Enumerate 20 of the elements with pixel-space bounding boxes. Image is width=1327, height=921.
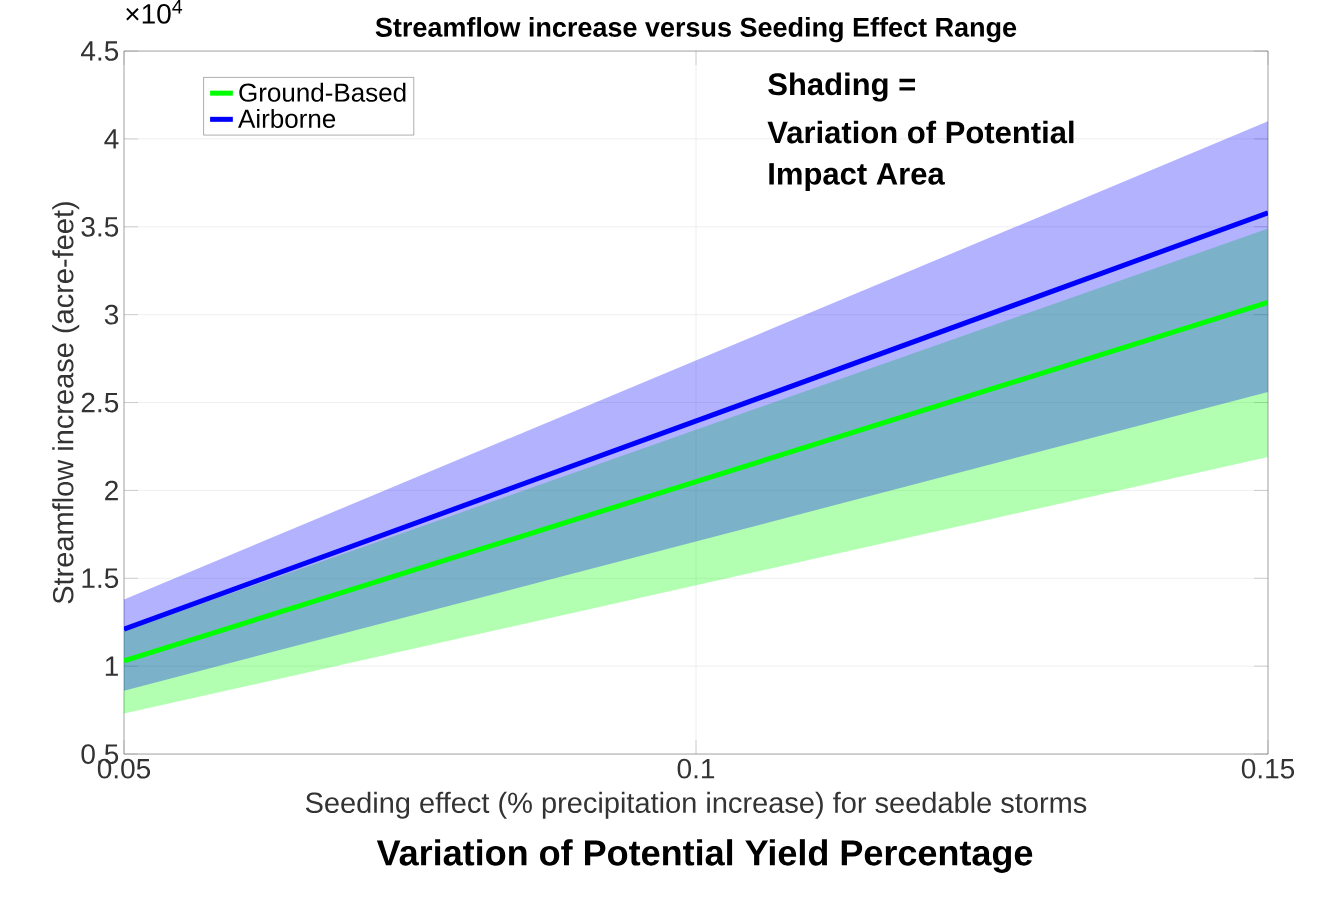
- annotation: Variation of Potential: [767, 120, 1074, 144]
- y-axis-title: Streamflow increase (acre-feet): [52, 202, 80, 604]
- y-tick-label: 4.5: [81, 41, 119, 61]
- y-tick-label: 3: [104, 304, 119, 325]
- x-tick-label: 0.1: [677, 758, 715, 779]
- legend-label: Airborne: [238, 108, 336, 128]
- legend-label: Ground-Based: [239, 82, 406, 102]
- y-tick-label: 1: [105, 656, 118, 676]
- x-tick-label: 0.15: [1241, 758, 1295, 779]
- y-tick-label: 3.5: [81, 216, 119, 237]
- text: ×10$^{4}$: [126, 0, 183, 24]
- text: Variation of Potential Yield Percentage: [376, 839, 1033, 873]
- chart-title: Streamflow increase versus Seeding Effect Range: [375, 17, 1017, 43]
- y-tick-label: 4: [104, 129, 119, 149]
- annotation: Shading =: [768, 72, 915, 102]
- y-tick-label: 2: [105, 480, 118, 501]
- x-axis-title: Seeding effect (% precipitation increase) for seedable storms: [305, 791, 1087, 819]
- y-tick-label: 1.5: [82, 568, 119, 589]
- y-tick-label: 2.5: [81, 392, 119, 413]
- annotation: Impact Area: [769, 163, 945, 191]
